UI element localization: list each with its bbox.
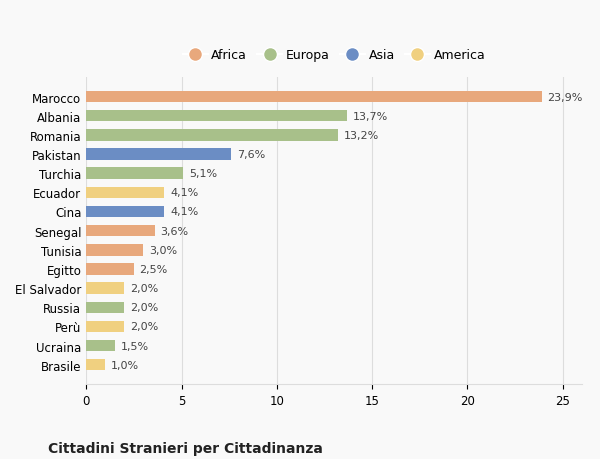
Text: 13,7%: 13,7% [353,112,388,122]
Bar [86,245,143,256]
Text: 1,5%: 1,5% [121,341,149,351]
Bar [86,359,105,371]
Text: Cittadini Stranieri per Cittadinanza: Cittadini Stranieri per Cittadinanza [48,441,323,454]
Text: 23,9%: 23,9% [548,92,583,102]
Bar [86,321,124,332]
Bar [86,225,155,237]
Text: 5,1%: 5,1% [189,169,217,179]
Text: 1,0%: 1,0% [111,360,139,370]
Bar [86,130,338,141]
Text: 2,5%: 2,5% [140,264,168,274]
Text: 2,0%: 2,0% [130,284,158,293]
Text: 13,2%: 13,2% [344,130,379,140]
Bar [86,168,184,179]
Bar [86,263,134,275]
Bar [86,149,231,160]
Text: 3,6%: 3,6% [161,226,188,236]
Text: 4,1%: 4,1% [170,188,199,198]
Text: 7,6%: 7,6% [237,150,265,160]
Bar [86,302,124,313]
Text: 4,1%: 4,1% [170,207,199,217]
Bar [86,92,542,103]
Bar [86,187,164,199]
Bar [86,206,164,218]
Text: 3,0%: 3,0% [149,245,177,255]
Bar [86,340,115,352]
Text: 2,0%: 2,0% [130,322,158,332]
Legend: Africa, Europa, Asia, America: Africa, Europa, Asia, America [178,44,490,67]
Bar [86,111,347,122]
Bar [86,283,124,294]
Text: 2,0%: 2,0% [130,302,158,313]
